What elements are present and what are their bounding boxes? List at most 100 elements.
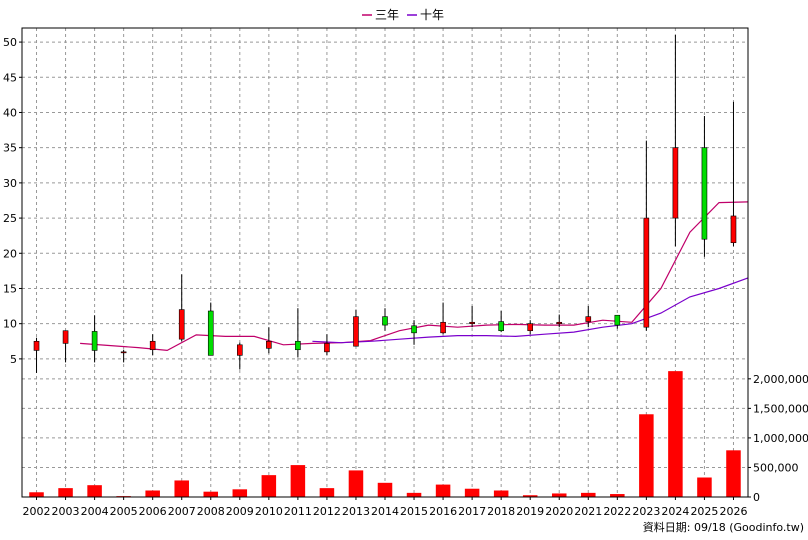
volume-bar (145, 490, 160, 497)
candle-body (149, 340, 156, 351)
candle-body (295, 340, 301, 351)
candle-body (498, 321, 504, 332)
x-tick-label: 2010 (255, 505, 283, 518)
volume-bar (464, 488, 480, 497)
legend-label-three-year: 三年 (375, 8, 399, 22)
x-tick-label: 2024 (661, 505, 689, 518)
x-tick-label: 2007 (168, 505, 196, 518)
volume-bar (377, 482, 393, 497)
volume-tick-label: 0 (753, 491, 760, 504)
x-tick-label: 2019 (516, 505, 544, 518)
volume-bar (610, 494, 625, 497)
volume-bar (493, 490, 509, 497)
volume-bar (581, 492, 596, 497)
volume-bar (726, 450, 741, 497)
x-tick-label: 2016 (429, 505, 457, 518)
x-tick-label: 2009 (226, 505, 254, 518)
volume-bar (232, 489, 248, 497)
candle-body (701, 147, 708, 240)
candle-body (382, 316, 388, 326)
candle-body (237, 344, 243, 356)
price-tick-label: 50 (3, 36, 17, 49)
volume-bar (668, 371, 683, 497)
volume-bar (406, 492, 422, 497)
volume-bar (290, 465, 306, 497)
price-tick-label: 25 (3, 212, 17, 225)
candle-body (730, 215, 737, 244)
volume-bar (58, 488, 73, 497)
volume-bar (29, 492, 44, 497)
volume-bar (697, 477, 712, 497)
x-tick-label: 2006 (139, 505, 167, 518)
x-tick-label: 2018 (487, 505, 515, 518)
x-tick-label: 2020 (545, 505, 573, 518)
x-tick-label: 2013 (342, 505, 370, 518)
volume-bar (551, 493, 567, 497)
candle-body (672, 147, 679, 219)
candle-body (324, 343, 330, 353)
volume-bar (203, 491, 219, 497)
candle-body (527, 323, 534, 332)
x-tick-label: 2012 (313, 505, 341, 518)
volume-axis: 0 500,000 1,000,000 1,500,000 2,000,000 (748, 373, 808, 504)
candle-body (266, 340, 272, 349)
candle-body (411, 325, 417, 334)
volume-bars (29, 371, 741, 497)
price-tick-label: 20 (3, 247, 17, 260)
price-tick-label: 35 (3, 142, 17, 155)
volume-tick-label: 1,500,000 (753, 402, 808, 415)
price-tick-label: 10 (3, 318, 17, 331)
x-axis: 2002 2003 2004 2005 2006 2007 2008 2009 2010 2011… (23, 497, 747, 518)
price-axis: 5 10 15 20 25 30 35 40 45 50 (3, 36, 22, 366)
candle-body (207, 310, 214, 356)
candle-body (353, 316, 359, 347)
volume-bar (639, 414, 654, 497)
x-tick-label: 2015 (400, 505, 428, 518)
x-tick-label: 2005 (110, 505, 138, 518)
x-tick-label: 2003 (52, 505, 80, 518)
chart-legend: 三年 十年 (362, 8, 444, 22)
volume-bar (174, 480, 189, 497)
x-tick-label: 2021 (574, 505, 602, 518)
source-note: 資料日期: 09/18 (Goodinfo.tw) (643, 520, 804, 534)
volume-bar (87, 485, 102, 497)
volume-tick-label: 2,000,000 (753, 373, 808, 386)
candle-body (62, 330, 69, 344)
volume-bar (522, 495, 538, 497)
volume-tick-label: 1,000,000 (753, 432, 808, 445)
candle-body (469, 321, 475, 324)
legend-label-ten-year: 十年 (420, 8, 444, 22)
candle-body (556, 321, 563, 324)
x-tick-label: 2008 (197, 505, 225, 518)
candle-body (91, 331, 98, 351)
x-tick-label: 2004 (81, 505, 109, 518)
price-tick-label: 5 (10, 353, 17, 366)
x-tick-label: 2025 (690, 505, 718, 518)
ma-line (312, 277, 749, 344)
grid-lines (22, 28, 748, 497)
x-tick-label: 2026 (719, 505, 747, 518)
candle-body (643, 217, 650, 328)
volume-bar (319, 488, 335, 497)
x-tick-label: 2023 (632, 505, 660, 518)
volume-bar (435, 484, 451, 497)
candle-body (585, 316, 592, 322)
candle-body (33, 340, 40, 351)
plot-frame (21, 27, 749, 498)
x-tick-label: 2014 (371, 505, 399, 518)
candlesticks (33, 35, 737, 373)
x-tick-label: 2002 (23, 505, 51, 518)
price-tick-label: 40 (3, 106, 17, 119)
x-tick-label: 2017 (458, 505, 486, 518)
price-tick-label: 15 (3, 282, 17, 295)
volume-tick-label: 500,000 (753, 461, 799, 474)
x-tick-label: 2011 (284, 505, 312, 518)
price-tick-label: 30 (3, 177, 17, 190)
volume-bar (261, 475, 277, 497)
candle-body (120, 351, 127, 354)
candle-body (178, 309, 185, 340)
price-tick-label: 45 (3, 71, 17, 84)
volume-bar (348, 470, 364, 497)
candle-body (440, 321, 446, 334)
